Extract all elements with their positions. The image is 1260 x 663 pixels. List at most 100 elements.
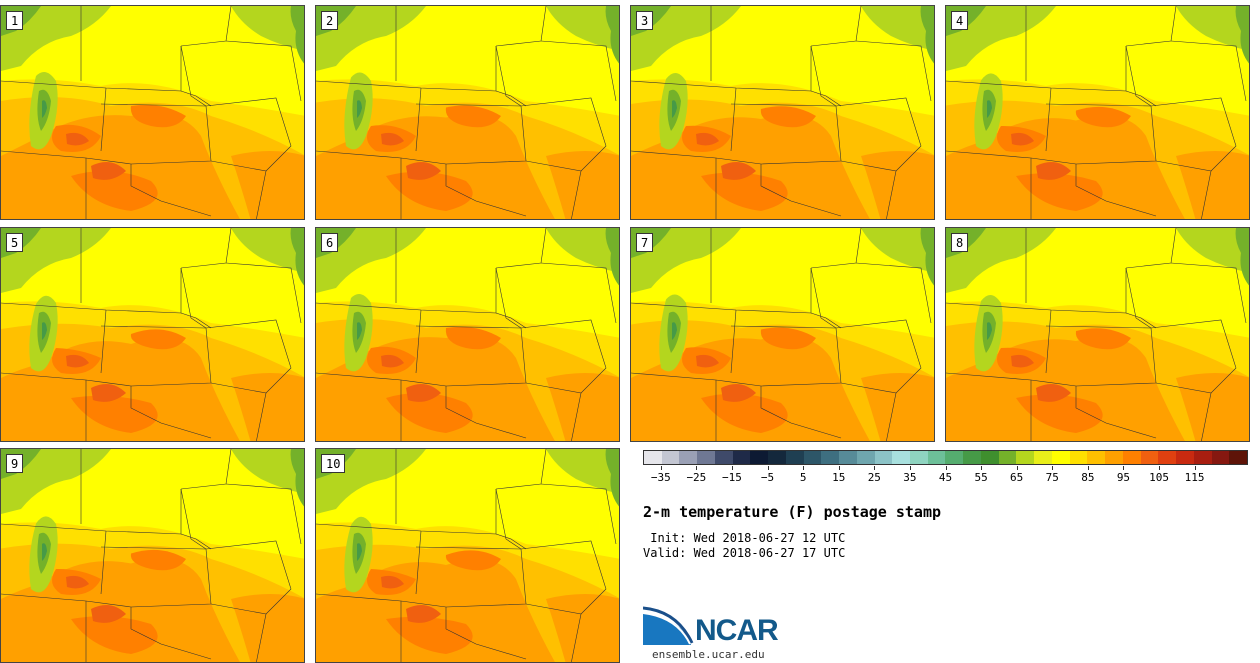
temp-contour-65s (631, 228, 741, 293)
mountain-contour (987, 322, 992, 340)
colorbar-segment (980, 451, 999, 464)
temp-contour-90s (130, 329, 186, 350)
colorbar-tick (945, 466, 947, 470)
temp-contour-65s (316, 228, 426, 293)
ensemble-member-panel[interactable]: 2 (315, 5, 620, 220)
temp-contour-65s (946, 6, 1056, 71)
mountain-contour (357, 100, 362, 118)
ensemble-member-panel[interactable]: 10 (315, 448, 620, 663)
state-border (316, 489, 497, 535)
temp-contour-65s (1, 6, 111, 71)
state-border (760, 164, 842, 217)
state-border (495, 45, 522, 107)
temp-contour-65s (546, 449, 619, 494)
temperature-colorbar (643, 450, 1248, 465)
lake-contour (605, 449, 619, 507)
state-border (855, 262, 932, 324)
colorbar-tick (909, 466, 911, 470)
state-border (840, 160, 897, 219)
colorbar-segment (697, 451, 715, 464)
state-border (1125, 267, 1152, 329)
state-border (225, 483, 302, 545)
state-border (1, 46, 182, 92)
colorbar-tick-label: 75 (1045, 471, 1059, 484)
temp-contour-90s (386, 393, 473, 433)
colorbar-segment (927, 451, 946, 464)
temp-contour-95s (406, 384, 441, 402)
plot-title: 2-m temperature (F) postage stamp (643, 503, 942, 521)
colorbar-tick-label: 35 (903, 471, 917, 484)
colorbar-segment (714, 451, 733, 464)
state-border (180, 488, 207, 550)
colorbar-tick-label: −15 (722, 471, 742, 484)
colorbar-segment (910, 451, 928, 464)
state-border (100, 87, 107, 152)
state-border (100, 546, 212, 608)
colorbar-tick (660, 466, 662, 470)
state-border (1170, 262, 1247, 324)
temp-contour-65s (1176, 228, 1249, 273)
ensemble-member-panel[interactable]: 5 (0, 227, 305, 442)
colorbar-segment (785, 451, 804, 464)
state-border (1075, 164, 1157, 217)
ensemble-member-panel[interactable]: 4 (945, 5, 1250, 220)
colorbar-segment (732, 451, 751, 464)
ensemble-member-panel[interactable]: 8 (945, 227, 1250, 442)
colorbar-segment (821, 451, 840, 464)
state-border (835, 319, 922, 394)
state-border (495, 312, 527, 329)
temperature-map (946, 228, 1249, 441)
state-border (1125, 312, 1157, 329)
temp-contour-90s (386, 616, 473, 654)
ncar-logo-text: NCAR (695, 614, 779, 647)
temp-contour-95s (381, 354, 404, 368)
colorbar-tick-label: 65 (1010, 471, 1024, 484)
temp-contour-95s (1011, 132, 1034, 146)
state-border (525, 603, 582, 662)
temp-contour-65s (631, 6, 741, 71)
temperature-map (946, 6, 1249, 219)
colorbar-segment (1176, 451, 1194, 464)
colorbar-segment (1087, 451, 1106, 464)
state-border (1045, 87, 1052, 152)
state-border (495, 488, 522, 550)
temp-contour-65s (861, 6, 934, 51)
lake-contour (290, 228, 304, 286)
lake-contour (290, 6, 304, 64)
colorbar-tick-label: 55 (974, 471, 988, 484)
colorbar-segment (644, 451, 662, 464)
colorbar-tick (1087, 466, 1089, 470)
ensemble-member-panel[interactable]: 3 (630, 5, 935, 220)
state-border (1125, 90, 1157, 107)
ensemble-member-panel[interactable]: 1 (0, 5, 305, 220)
colorbar-segment (1229, 451, 1247, 464)
temperature-map (316, 228, 619, 441)
colorbar-segment (892, 451, 911, 464)
state-border (1, 489, 182, 535)
state-border (415, 546, 527, 608)
temperature-map (631, 6, 934, 219)
state-border (810, 45, 837, 107)
temp-contour-65s (231, 449, 304, 494)
member-label: 2 (321, 11, 339, 30)
colorbar-segment (1211, 451, 1230, 464)
state-border (810, 312, 842, 329)
state-border (100, 309, 107, 374)
state-border (180, 533, 212, 550)
colorbar-segment (1034, 451, 1052, 464)
state-border (835, 97, 922, 172)
ensemble-member-panel[interactable]: 6 (315, 227, 620, 442)
temp-contour-95s (406, 162, 441, 180)
ensemble-member-panel[interactable]: 7 (630, 227, 935, 442)
temp-contour-65s (1176, 6, 1249, 51)
state-border (130, 386, 212, 439)
colorbar-segment (768, 451, 786, 464)
lake-contour (1235, 228, 1249, 286)
temp-contour-95s (721, 384, 756, 402)
temp-contour-95s (381, 575, 404, 589)
ensemble-member-panel[interactable]: 9 (0, 448, 305, 663)
state-border (520, 319, 607, 394)
temp-contour-90s (701, 393, 788, 433)
colorbar-segment (1140, 451, 1159, 464)
ncar-logo-icon (643, 606, 694, 645)
